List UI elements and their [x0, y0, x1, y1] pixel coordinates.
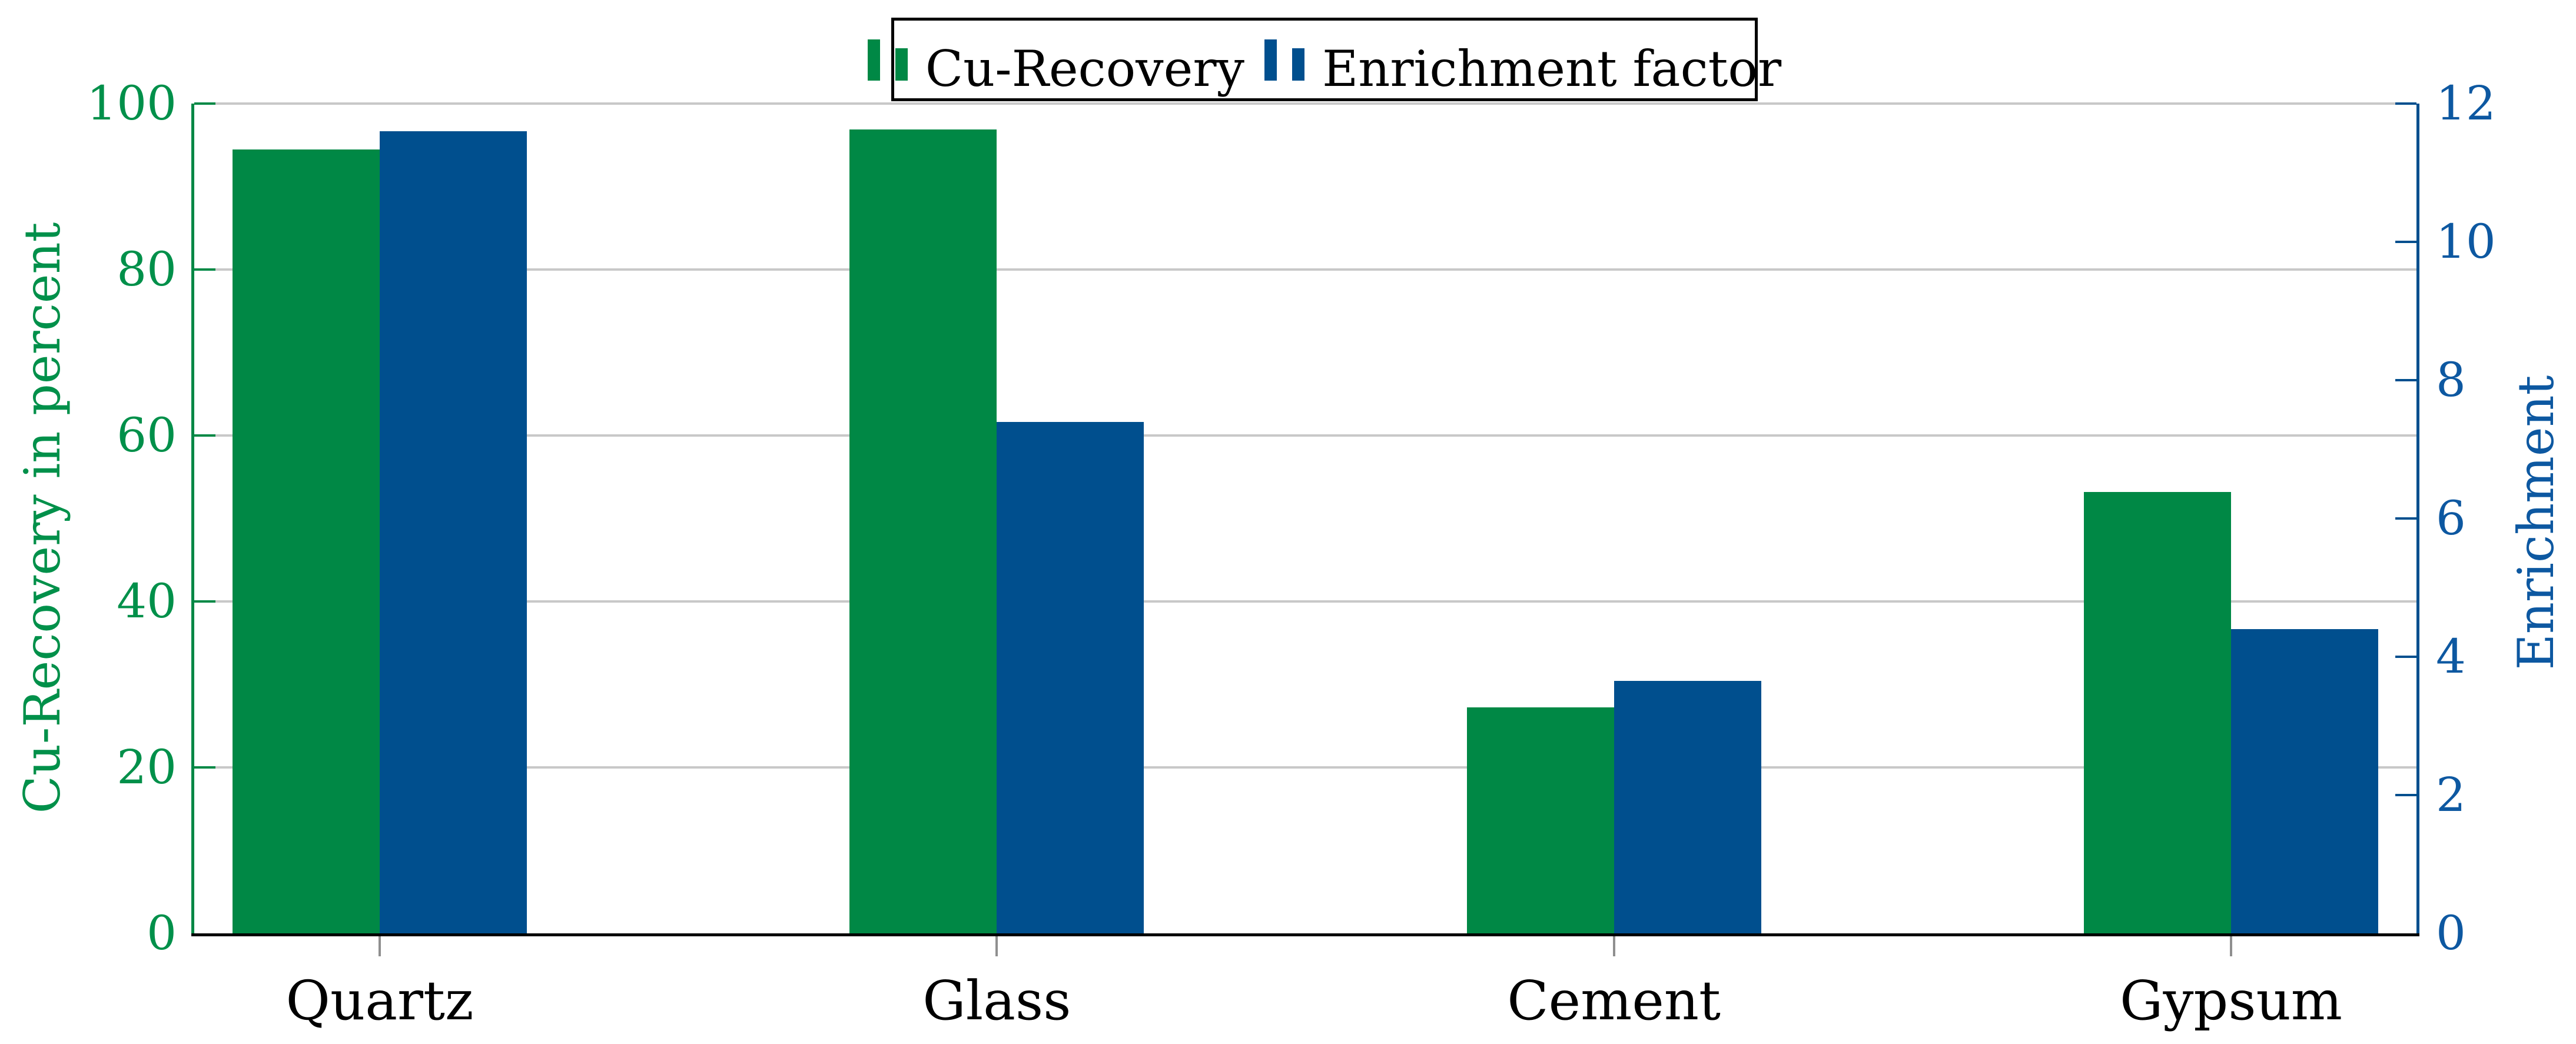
- right-axis-tick-8: [2395, 379, 2416, 381]
- x-axis-tick-cement: [1612, 936, 1615, 956]
- left-axis-ticklabel-100: 100: [87, 76, 177, 131]
- left-axis-ticklabel-60: 60: [117, 408, 177, 463]
- gridline-80: [194, 268, 2416, 271]
- bar-enrichment-factor-cement: [1614, 681, 1761, 933]
- left-axis-tick-100: [194, 102, 215, 105]
- left-axis-tick-20: [194, 766, 215, 769]
- bar-enrichment-factor-gypsum: [2231, 629, 2378, 933]
- enrichment-factor-bars-icon: [1264, 39, 1304, 81]
- bar-cu-recovery-cement: [1466, 707, 1614, 933]
- left-axis-ticklabel-0: 0: [147, 906, 177, 960]
- legend: Cu-Recovery Enrichment factor: [867, 18, 1781, 101]
- right-axis-tick-2: [2395, 794, 2416, 796]
- right-axis-tick-12: [2395, 102, 2416, 105]
- x-axis-tick-glass: [995, 936, 998, 956]
- bar-cu-recovery-quartz: [233, 149, 380, 933]
- right-axis-ticklabel-10: 10: [2436, 214, 2496, 269]
- left-axis-tick-40: [194, 600, 215, 603]
- right-axis-ticklabel-0: 0: [2436, 906, 2466, 960]
- left-axis-ticklabel-20: 20: [117, 740, 177, 794]
- x-axis-label-cement: Cement: [1507, 969, 1721, 1032]
- right-axis-ticklabel-8: 8: [2436, 353, 2466, 407]
- left-axis-ticklabel-80: 80: [117, 242, 177, 297]
- right-axis-tick-6: [2395, 517, 2416, 520]
- right-axis-tick-4: [2395, 656, 2416, 658]
- bar-enrichment-factor-glass: [997, 421, 1144, 933]
- bar-cu-recovery-gypsum: [2084, 491, 2231, 933]
- x-axis-line: [191, 933, 2419, 936]
- left-axis-tick-60: [194, 434, 215, 437]
- x-axis-label-quartz: Quartz: [286, 969, 474, 1032]
- right-axis-title: Enrichment: [2507, 375, 2565, 670]
- left-axis-ticklabel-40: 40: [117, 574, 177, 629]
- legend-label-cu-recovery: Cu-Recovery: [925, 40, 1244, 98]
- gridline-20: [194, 766, 2416, 769]
- left-axis-spine: [191, 104, 194, 936]
- right-axis-ticklabel-6: 6: [2436, 491, 2466, 546]
- left-axis-tick-80: [194, 268, 215, 271]
- right-axis-ticklabel-12: 12: [2436, 76, 2496, 131]
- right-axis-ticklabel-4: 4: [2436, 629, 2466, 684]
- x-axis-tick-gypsum: [2230, 936, 2232, 956]
- gridline-40: [194, 600, 2416, 603]
- cu-recovery-bars-icon: [867, 39, 908, 81]
- x-axis-label-glass: Glass: [922, 969, 1071, 1032]
- gridline-60: [194, 434, 2416, 437]
- x-axis-tick-quartz: [379, 936, 381, 956]
- gridline-100: [194, 102, 2416, 105]
- legend-label-enrichment-factor: Enrichment factor: [1322, 40, 1782, 98]
- legend-item-cu-recovery: Cu-Recovery: [867, 39, 1244, 98]
- left-axis-title: Cu-Recovery in percent: [14, 222, 71, 814]
- right-axis-spine: [2416, 104, 2419, 936]
- right-axis-tick-10: [2395, 241, 2416, 243]
- x-axis-label-gypsum: Gypsum: [2119, 969, 2343, 1032]
- bar-cu-recovery-glass: [849, 129, 997, 933]
- right-axis-ticklabel-2: 2: [2436, 767, 2466, 822]
- bar-enrichment-factor-quartz: [380, 131, 527, 933]
- legend-item-enrichment-factor: Enrichment factor: [1264, 39, 1781, 98]
